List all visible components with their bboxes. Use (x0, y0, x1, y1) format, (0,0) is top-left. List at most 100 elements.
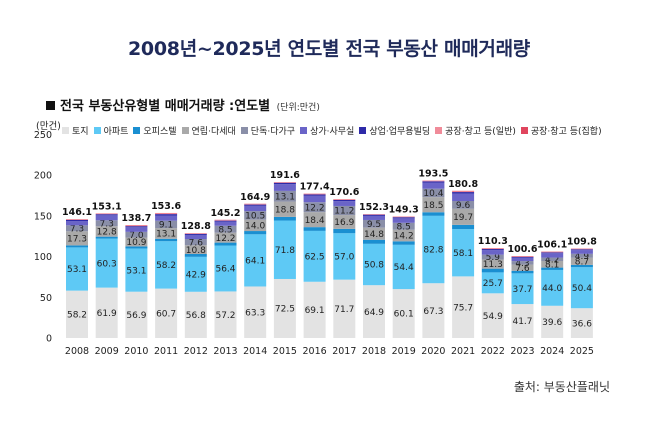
bar-total-label: 128.8 (181, 221, 211, 232)
bar-segment-label: 14.2 (394, 232, 414, 242)
bar-segment (511, 273, 534, 305)
bar-segment (95, 214, 118, 216)
bar-segment-label: 44.0 (542, 284, 562, 294)
x-tick-label: 2016 (303, 346, 327, 357)
bar-segment (570, 253, 593, 258)
bar-segment-label: 75.7 (453, 303, 473, 313)
legend-item: 오피스텔 (133, 124, 177, 137)
bar-segment-label: 53.1 (126, 266, 146, 276)
bar-segment (95, 226, 118, 237)
bar-segment (303, 212, 326, 228)
bar-total-label: 146.1 (62, 207, 92, 218)
bar-segment (392, 244, 415, 290)
bar-segment (303, 195, 326, 203)
bar-segment-label: 18.8 (275, 205, 295, 215)
bar-segment (363, 227, 385, 240)
bar-segment (125, 248, 148, 292)
bar-segment (481, 259, 504, 269)
bar-segment (392, 217, 415, 219)
bar-segment (422, 181, 445, 183)
bar-segment-label: 10.5 (245, 212, 265, 222)
bar-segment (452, 201, 475, 209)
legend-item: 공장·창고 등(집합) (520, 124, 602, 137)
chart-subtitle: 전국 부동산유형별 매매거래량 :연도별 (단위:만건) (46, 95, 320, 114)
bar-segment-label: 41.7 (512, 317, 532, 327)
bar-segment (392, 222, 415, 230)
bar-segment-label: 62.5 (305, 253, 325, 263)
legend-swatch (300, 127, 308, 134)
bar-segment-label: 58.2 (156, 261, 176, 271)
bar-segment (95, 238, 118, 288)
bar-segment-label: 9.6 (456, 201, 471, 211)
x-tick-label: 2010 (124, 346, 148, 357)
bar-segment (570, 249, 593, 251)
bar-segment (125, 227, 148, 232)
bar-segment (363, 215, 385, 220)
bar-segment (273, 184, 296, 191)
bar-segment (303, 227, 326, 231)
bar-segment (333, 199, 356, 202)
bar-segment-label: 36.6 (572, 319, 592, 329)
bar-segment (66, 290, 88, 338)
bar-segment (125, 231, 148, 238)
x-tick-label: 2024 (540, 346, 564, 357)
bar-segment (184, 291, 207, 338)
bar-segment (392, 218, 415, 223)
bar-total-label: 170.6 (329, 187, 359, 198)
bar-segment (95, 215, 118, 221)
bar-segment (541, 252, 564, 254)
bar-segment-label: 54.9 (483, 312, 503, 322)
bar-segment (273, 220, 296, 279)
bar-segment-label: 8.5 (397, 222, 411, 232)
bar-segment (244, 204, 267, 205)
x-tick-label: 2013 (213, 346, 237, 357)
bar-total-label: 177.4 (300, 182, 330, 193)
bar-segment (303, 281, 326, 338)
y-tick-label: 0 (46, 334, 52, 345)
bar-segment (511, 264, 534, 271)
bar-segment (481, 293, 504, 338)
bar-segment (481, 254, 504, 260)
x-tick-label: 2012 (184, 346, 208, 357)
bar-total-label: 153.6 (151, 201, 181, 212)
bar-segment (66, 219, 88, 220)
bar-segment (155, 241, 178, 289)
bar-segment-label: 71.8 (275, 246, 295, 256)
bar-segment-label: 4.3 (515, 259, 529, 269)
bar-segment (66, 231, 88, 246)
x-tick-label: 2014 (243, 346, 267, 357)
bar-segment (452, 224, 475, 230)
bar-segment (244, 211, 267, 220)
bar-segment (452, 276, 475, 338)
bar-segment-label: 69.1 (305, 306, 325, 316)
bar-segment-label: 7.0 (129, 231, 144, 241)
bar-segment-label: 82.8 (423, 246, 443, 256)
bar-segment (511, 257, 534, 262)
bar-segment (333, 205, 356, 216)
bar-segment (184, 245, 207, 254)
bar-segment (303, 194, 326, 196)
bar-segment (184, 253, 207, 257)
bar-segment (95, 287, 118, 338)
legend-label: 토지 (72, 127, 89, 137)
bar-segment (333, 233, 356, 280)
bar-segment (273, 201, 296, 217)
bar-segment-label: 12.8 (97, 228, 117, 238)
bar-segment (244, 205, 267, 212)
square-bullet-icon (46, 101, 55, 110)
legend-label: 단독·다가구 (250, 127, 296, 137)
legend-swatch (359, 127, 367, 134)
bar-segment (481, 268, 504, 273)
bar-segment (155, 214, 178, 216)
bar-segment-label: 7.3 (70, 225, 84, 235)
bar-segment-label: 18.5 (423, 201, 443, 211)
bar-segment-label: 61.9 (97, 309, 117, 319)
bar-segment (541, 269, 564, 306)
bar-segment-label: 10.8 (186, 246, 206, 256)
bar-segment (392, 289, 415, 338)
legend-item: 공장·창고 등(일반) (435, 124, 516, 137)
bar-total-label: 106.1 (537, 240, 567, 251)
bar-segment-label: 4.9 (575, 252, 590, 262)
bar-segment-label: 53.1 (67, 265, 87, 275)
bar-total-label: 100.6 (507, 244, 537, 255)
